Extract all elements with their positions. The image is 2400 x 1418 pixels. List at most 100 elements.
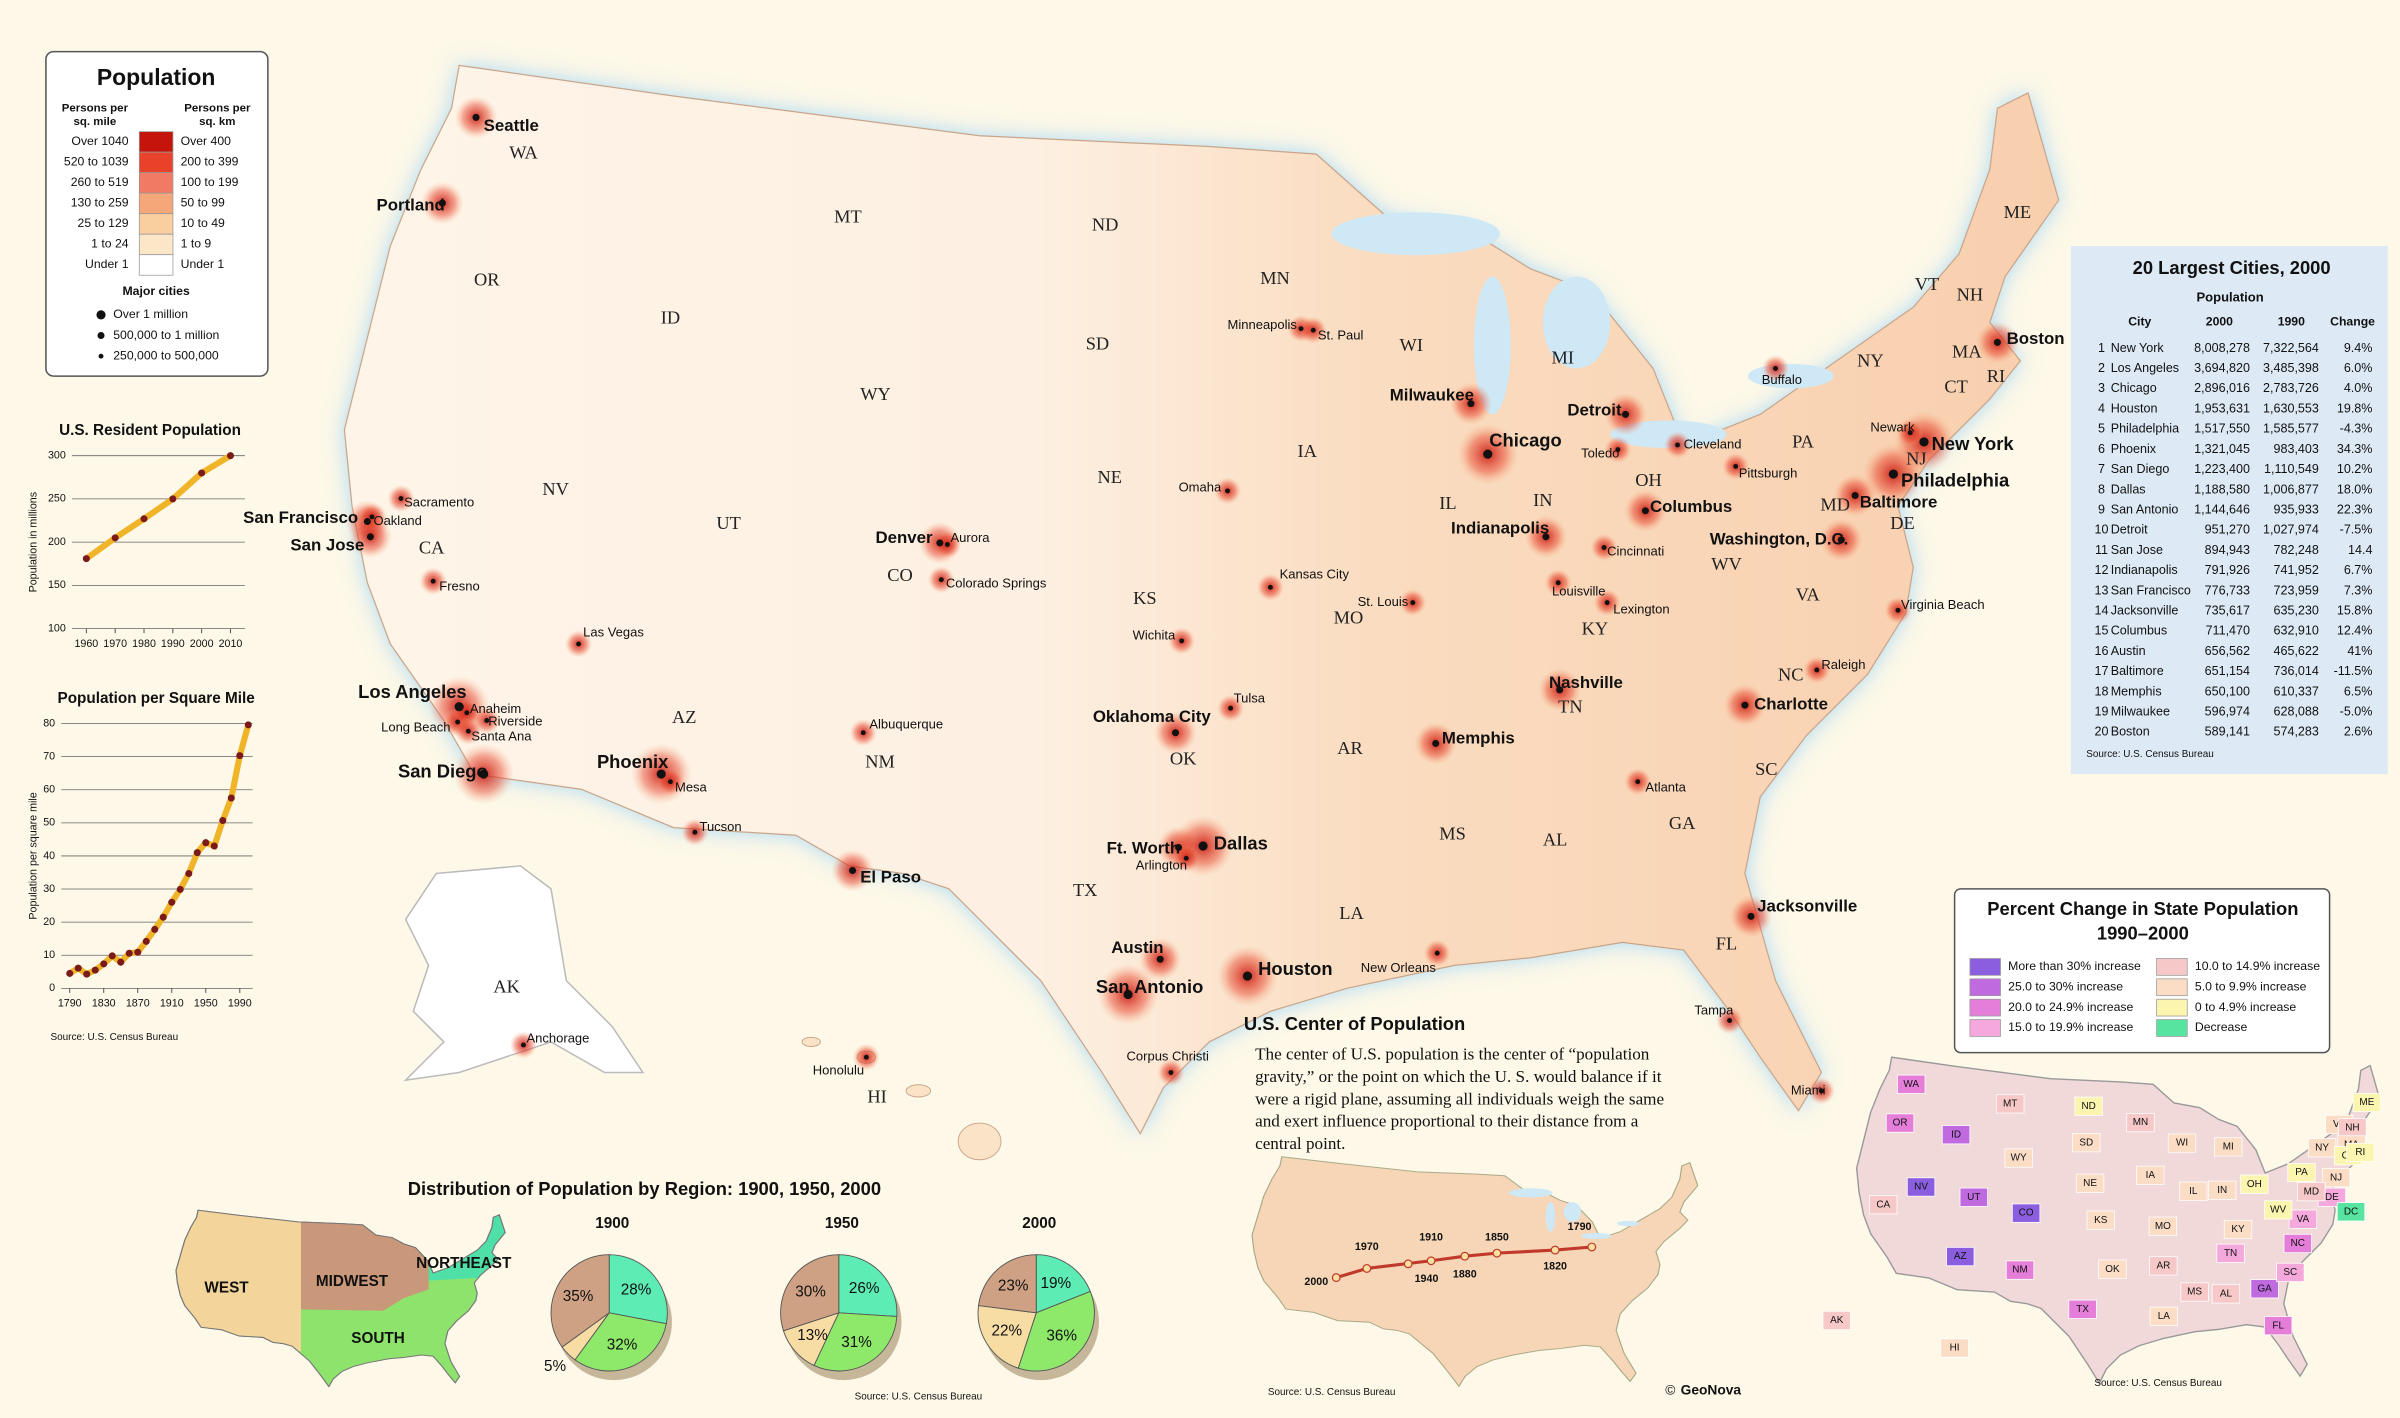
city-label: New York <box>1932 433 2015 454</box>
y-tick-label: 30 <box>43 883 55 895</box>
legend-swatch <box>1969 998 2001 1017</box>
pie-slice <box>1017 1290 1095 1372</box>
state-fill <box>2223 1219 2253 1240</box>
section-title: U.S. Center of Population <box>1244 1013 1465 1034</box>
state-label: UT <box>1967 1192 1980 1203</box>
center-point <box>1587 1242 1597 1252</box>
table-cell: 1 <box>2098 341 2105 355</box>
y-tick-label: 300 <box>48 450 66 462</box>
y-tick-label: 50 <box>43 817 55 829</box>
data-point <box>176 885 184 893</box>
legend-swatch <box>138 233 174 256</box>
table-cell: Memphis <box>2111 684 2162 698</box>
city-label: Kansas City <box>1280 567 1350 582</box>
table-cell: 1,953,631 <box>2194 401 2250 415</box>
legend-swatch <box>138 213 174 235</box>
table-cell: 610,337 <box>2274 684 2319 698</box>
city-label: Chicago <box>1489 430 1561 451</box>
city-label: Cleveland <box>1684 436 1742 451</box>
state-label: NJ <box>2330 1172 2342 1183</box>
city-dot <box>1483 449 1493 459</box>
state-label: MO <box>1334 608 1364 628</box>
table-cell: 723,959 <box>2274 583 2319 597</box>
table-cell: 6.7% <box>2344 563 2373 577</box>
data-point <box>236 752 244 760</box>
city-dot <box>438 199 446 207</box>
pie-slice <box>978 1254 1037 1314</box>
city-dot <box>430 578 436 584</box>
city-dot <box>1555 580 1561 586</box>
data-point <box>74 964 82 972</box>
y-tick-label: 80 <box>43 717 55 729</box>
state-label: KS <box>2094 1215 2108 1226</box>
city-dot <box>936 539 944 547</box>
state-fill <box>1941 1125 1971 1145</box>
table-cell: 11 <box>2095 543 2108 557</box>
city-dot <box>369 514 375 520</box>
table-cell: Milwaukee <box>2111 705 2170 719</box>
city-label: Virginia Beach <box>1901 597 1985 612</box>
city-label: St. Paul <box>1318 328 1364 343</box>
table-cell: 711,470 <box>2206 624 2250 638</box>
table-cell: Indianapolis <box>2111 563 2178 577</box>
table-cell: 9 <box>2098 502 2105 516</box>
state-label: MS <box>2187 1287 2202 1298</box>
state-fill <box>2179 1181 2208 1201</box>
state-label: OH <box>1635 470 1662 490</box>
table-cell: Phoenix <box>2111 442 2157 456</box>
state-fill <box>2264 1200 2293 1220</box>
city-label: Oklahoma City <box>1093 707 1211 726</box>
table-cell: Columbus <box>2111 624 2168 638</box>
state-label: DE <box>2325 1192 2339 1203</box>
state-fill <box>2136 1165 2165 1185</box>
x-tick-label: 1790 <box>58 997 82 1009</box>
state-label: NC <box>2291 1238 2305 1249</box>
city-label: Long Beach <box>381 720 450 735</box>
city-dot <box>1747 912 1755 920</box>
table-cell: 651,154 <box>2205 664 2250 678</box>
section-title: Distribution of Population by Region: 19… <box>408 1178 881 1199</box>
city-dot <box>455 719 461 725</box>
legend-head: Persons per <box>62 102 129 114</box>
city-dot <box>1183 855 1189 861</box>
table-cell: Baltimore <box>2111 664 2164 678</box>
year-label: 1970 <box>1355 1241 1379 1253</box>
city-label: Charlotte <box>1754 695 1828 714</box>
state-label: AR <box>2156 1261 2170 1272</box>
x-tick-label: 1910 <box>160 997 184 1009</box>
legend-label: 10.0 to 14.9% increase <box>2195 959 2320 973</box>
table-cell: 7,322,564 <box>2263 341 2319 355</box>
table-cell: Austin <box>2111 644 2146 658</box>
legend-head: sq. mile <box>74 116 117 128</box>
table-cell: 628,088 <box>2274 705 2319 719</box>
city-label: St. Louis <box>1358 594 1409 609</box>
legend-label: 1 to 9 <box>181 237 212 251</box>
table-cell: 1,517,550 <box>2194 422 2250 436</box>
data-point <box>108 952 116 960</box>
table-cell: 18.0% <box>2337 482 2373 496</box>
legend-swatch <box>138 254 174 276</box>
state-label: CA <box>419 537 445 557</box>
city-label: Tucson <box>699 819 741 834</box>
x-tick-label: 1870 <box>126 997 150 1009</box>
publisher: GeoNova <box>1681 1383 1742 1398</box>
city-label: Miami <box>1791 1082 1826 1097</box>
city-dot <box>1675 442 1680 448</box>
state-label: PA <box>1792 432 1815 452</box>
y-tick-label: 150 <box>48 579 66 591</box>
state-fill <box>2283 1233 2312 1254</box>
state-label: IN <box>2217 1185 2227 1196</box>
state-label: VA <box>2297 1214 2310 1225</box>
city-label: Portland <box>377 196 445 215</box>
legend-label: 200 to 399 <box>181 155 239 169</box>
change-legend-box <box>1953 888 2331 1054</box>
city-dot <box>1432 739 1440 747</box>
state-label: NH <box>1957 285 1984 305</box>
city-dot <box>1310 327 1316 333</box>
legend-label: 520 to 1039 <box>64 155 129 169</box>
data-point <box>185 869 193 878</box>
legend-swatch <box>2156 1019 2188 1037</box>
city-label: Riverside <box>488 713 542 728</box>
table-cell: San Diego <box>2111 462 2170 476</box>
state-label: NV <box>1914 1182 1928 1193</box>
